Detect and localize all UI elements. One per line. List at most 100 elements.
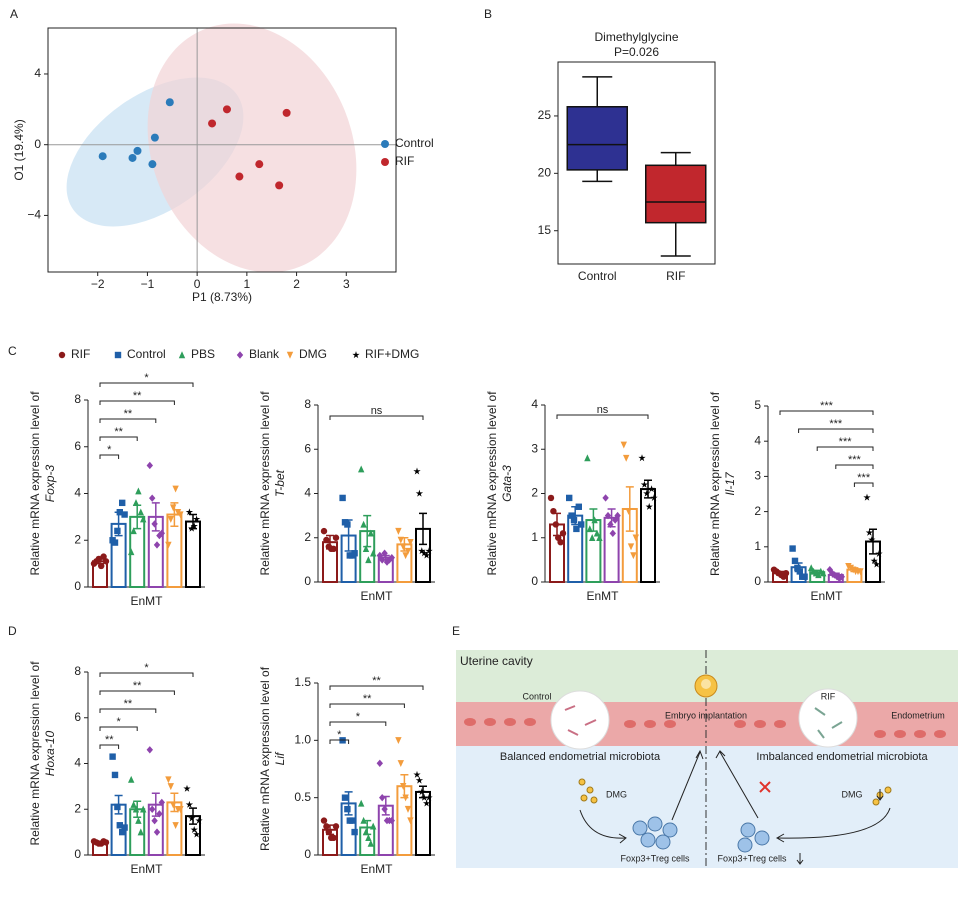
data-point (132, 805, 140, 813)
data-point (332, 823, 340, 830)
y-tick-label: 4 (74, 756, 81, 770)
y-tick-label: 0 (304, 574, 311, 588)
data-point (381, 549, 388, 557)
significance-bracket (99, 454, 120, 459)
data-point (170, 801, 177, 809)
data-point (360, 816, 367, 824)
data-point (645, 502, 653, 510)
data-point (407, 817, 414, 825)
bar (415, 790, 431, 857)
y-tick-label: 2 (304, 530, 311, 544)
data-point (185, 508, 194, 516)
data-point (591, 516, 598, 524)
data-point (422, 799, 431, 807)
legend-label: PBS (191, 347, 215, 361)
data-point (623, 454, 630, 462)
data-point (607, 520, 614, 529)
significance-bracket (99, 708, 157, 713)
plot-frame (557, 61, 716, 265)
error-bar (363, 514, 372, 548)
data-point (604, 511, 612, 520)
data-point (397, 760, 404, 767)
data-point (192, 515, 201, 523)
data-point (589, 534, 596, 541)
data-point (98, 562, 105, 570)
data-point (381, 805, 388, 813)
significance-bracket (556, 414, 649, 419)
y-tick-label: 20 (538, 166, 552, 180)
y-tick-label: 4 (304, 486, 311, 500)
legend-marker (178, 351, 186, 359)
data-point (570, 516, 578, 524)
significance-bracket (329, 739, 350, 744)
data-point (593, 529, 601, 537)
data-point (395, 737, 402, 745)
data-point (95, 555, 103, 563)
significance-label: * (144, 372, 149, 384)
y-axis-label: Relative mRNA expression level of (28, 391, 42, 576)
data-point (149, 494, 156, 502)
y-tick-label: 1 (754, 539, 761, 553)
y-tick-label: 0.5 (294, 790, 311, 804)
microbiota-circle (798, 688, 858, 748)
legend-marker (381, 158, 389, 166)
data-point (808, 564, 815, 572)
data-point (150, 133, 159, 142)
x-tick-label: −2 (91, 277, 105, 291)
data-point (362, 828, 370, 836)
significance-bracket (99, 418, 157, 423)
data-point (627, 543, 635, 551)
x-axis-label: EnMT (360, 589, 393, 603)
y-tick-label: 3 (531, 441, 538, 455)
data-point (370, 822, 377, 830)
data-point (153, 828, 161, 836)
microbiota-circle (550, 690, 610, 750)
data-point (383, 558, 391, 566)
data-point (109, 753, 116, 760)
data-point (140, 805, 147, 813)
data-point (632, 534, 639, 542)
data-point (407, 538, 414, 546)
y-axis-gene: Hoxa-10 (43, 730, 57, 776)
diagram-label: Balanced endometrial microbiota (500, 751, 661, 763)
y-tick-label: −4 (27, 208, 41, 222)
data-point (188, 814, 196, 822)
data-point (130, 800, 137, 808)
data-point (789, 545, 796, 552)
significance-bracket (99, 400, 175, 405)
data-point (638, 454, 646, 462)
significance-bracket (329, 685, 424, 690)
significance-bracket (329, 415, 424, 420)
data-point (151, 816, 158, 825)
significance-label: * (116, 716, 121, 728)
x-axis-label: EnMT (130, 862, 163, 876)
y-axis-label: Relative mRNA expression level of (28, 661, 42, 846)
data-point (400, 543, 407, 551)
error-bar (189, 807, 197, 825)
data-point (643, 489, 651, 497)
data-point (282, 108, 291, 117)
y-tick-label: 0 (754, 574, 761, 588)
data-point (165, 776, 172, 784)
bacteria (814, 707, 843, 739)
diagram-label: Imbalanced endometrial microbiota (756, 751, 928, 763)
data-point (167, 783, 174, 791)
y-tick-label: 4 (74, 486, 81, 500)
data-point (158, 529, 165, 537)
significance-label: *** (848, 454, 862, 466)
significance-bracket (816, 446, 874, 451)
significance-bracket (798, 428, 874, 433)
data-point (153, 541, 161, 549)
data-point (156, 531, 163, 540)
legend-marker (114, 351, 122, 359)
y-tick-label: 6 (304, 441, 311, 455)
y-axis-label: Relative mRNA expression level of (258, 666, 272, 851)
data-point (596, 534, 603, 541)
significance-label: *** (857, 472, 871, 484)
diagram-label: Control (522, 691, 551, 701)
significance-bracket (779, 410, 874, 415)
significance-label: * (107, 444, 112, 456)
significance-label: ** (372, 675, 381, 687)
data-point (188, 524, 196, 532)
panel-label: D (8, 624, 17, 638)
